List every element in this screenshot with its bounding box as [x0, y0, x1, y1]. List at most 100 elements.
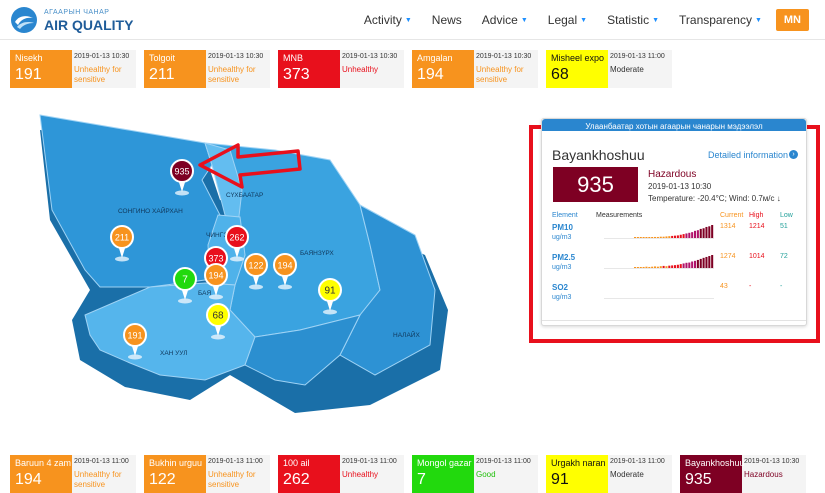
high-value: 1014	[749, 253, 765, 260]
station-card[interactable]: Bukhin urguu 122 2019-01-13 11:00 Unhealthy…	[144, 455, 270, 493]
element-name[interactable]: SO2	[552, 283, 569, 292]
map-marker[interactable]: 194	[273, 253, 297, 290]
sparkline-bar	[662, 265, 665, 268]
measurement-time: 2019-01-13 10:30	[648, 182, 712, 191]
map-markers: 935 211 262 373 122 194 194 7 91 68 191	[110, 159, 342, 360]
station-card[interactable]: Misheel expo 68 2019-01-13 11:00 Moderate	[546, 50, 672, 88]
map-marker[interactable]: 68	[206, 303, 230, 340]
col-high: High	[749, 212, 764, 219]
station-card-status: Good	[476, 470, 496, 479]
station-aqi-box: Bayankhoshuu 935	[680, 455, 745, 493]
sparkline-bar	[659, 236, 662, 238]
map-marker[interactable]: 91	[318, 278, 342, 315]
map-marker-value: 373	[208, 254, 223, 264]
weather-text: Temperature: -20.4°C; Wind: 0.7м/с	[648, 194, 775, 203]
sparkline-bar	[685, 262, 688, 268]
nav-statistic[interactable]: Statistic ▼	[607, 13, 659, 27]
sparkline-bar	[665, 236, 668, 238]
station-card-status: Unhealthy for sensitive	[208, 65, 256, 84]
station-card-name: Misheel expo	[551, 53, 605, 63]
station-aqi-box: Tolgoit 211	[144, 50, 206, 88]
district-label: НАЛАЙХ	[393, 330, 420, 339]
element-name[interactable]: PM10	[552, 223, 573, 232]
station-card[interactable]: MNB 373 2019-01-13 10:30 Unhealthy	[278, 50, 404, 88]
sparkline-bar	[668, 265, 671, 268]
sparkline-bar	[639, 267, 642, 268]
station-card[interactable]: Amgalan 194 2019-01-13 10:30 Unhealthy for …	[412, 50, 538, 88]
map-marker[interactable]: 935	[170, 159, 194, 196]
station-card[interactable]: Baruun 4 zam 194 2019-01-13 11:00 Unhealthy…	[10, 455, 136, 493]
nav-advice[interactable]: Advice ▼	[482, 13, 528, 27]
station-card[interactable]: Nisekh 191 2019-01-13 10:30 Unhealthy for s…	[10, 50, 136, 88]
sparkline-bar	[642, 266, 645, 268]
station-card-time: 2019-01-13 10:30	[342, 53, 398, 60]
map-marker-value: 262	[229, 233, 244, 243]
station-card-time: 2019-01-13 10:30	[208, 53, 264, 60]
brand-logo[interactable]: АГААРЫН ЧАНАР AIR QUALITY	[10, 6, 133, 34]
language-toggle-button[interactable]: MN	[775, 9, 809, 31]
map-marker[interactable]: 122	[244, 253, 268, 290]
nav-transparency[interactable]: Transparency ▼	[679, 13, 762, 27]
station-card-name: 100 ail	[283, 458, 310, 468]
chevron-down-icon: ▼	[754, 16, 762, 24]
station-card-time: 2019-01-13 10:30	[74, 53, 130, 60]
detailed-information-link[interactable]: Detailed information	[707, 150, 788, 160]
station-card-aqi: 7	[417, 471, 426, 488]
district-map: СОНГИНО ХАЙРХАН СҮХБААТАР ЧИНГЭ БАЯНЗҮРХ…	[39, 114, 448, 413]
station-aqi-box: MNB 373	[278, 50, 340, 88]
station-card[interactable]: Bayankhoshuu 935 2019-01-13 10:30 Hazardous	[680, 455, 806, 493]
col-element: Element	[552, 212, 578, 219]
sparkline-bar	[682, 234, 685, 238]
sparkline-bar	[711, 225, 714, 238]
brand-subtitle: АГААРЫН ЧАНАР	[44, 8, 110, 16]
sparkline-bar	[696, 230, 699, 238]
station-card-aqi: 122	[149, 471, 176, 488]
aqi-status: Hazardous	[648, 169, 697, 180]
district-label: СҮХБААТАР	[226, 192, 263, 199]
map-marker[interactable]: 194	[204, 263, 228, 300]
sparkline-bar	[691, 261, 694, 268]
sparkline-bar	[691, 232, 694, 238]
station-card-aqi: 194	[417, 66, 444, 83]
sparkline-bar	[636, 237, 639, 238]
station-card-status: Hazardous	[744, 470, 783, 479]
station-card-aqi: 91	[551, 471, 569, 488]
chevron-right-icon[interactable]: ›	[789, 150, 798, 159]
station-card-time: 2019-01-13 11:00	[208, 458, 263, 465]
col-current: Current	[720, 212, 744, 219]
element-name[interactable]: PM2.5	[552, 253, 576, 262]
panel-header-text: Улаанбаатар хотын агаарын чанарын мэдээл…	[585, 122, 763, 131]
nav-statistic-label: Statistic	[607, 13, 650, 27]
station-card-status: Moderate	[610, 470, 644, 479]
sparkline-bar	[648, 237, 651, 238]
station-card-status: Unhealthy for sensitive	[74, 470, 122, 489]
nav-activity[interactable]: Activity ▼	[364, 13, 412, 27]
district-label: СОНГИНО ХАЙРХАН	[118, 206, 183, 215]
map-marker[interactable]: 191	[123, 323, 147, 360]
station-aqi-box: Misheel expo 68	[546, 50, 608, 88]
station-card-aqi: 935	[685, 471, 712, 488]
map-marker[interactable]: 7	[173, 267, 197, 304]
callout-arrow-icon	[198, 143, 302, 189]
sparkline-bar	[648, 266, 651, 268]
sparkline-bar	[651, 237, 654, 238]
nav-news[interactable]: News	[432, 13, 462, 27]
station-card[interactable]: Tolgoit 211 2019-01-13 10:30 Unhealthy for …	[144, 50, 270, 88]
station-card-name: Bukhin urguu	[149, 458, 203, 468]
station-card-status: Unhealthy	[342, 65, 379, 74]
nav-advice-label: Advice	[481, 13, 518, 27]
chevron-down-icon: ▼	[580, 16, 588, 24]
station-card[interactable]: 100 ail 262 2019-01-13 11:00 Unhealthy	[278, 455, 404, 493]
map-marker[interactable]: 211	[110, 225, 134, 262]
map-marker[interactable]: 262	[225, 225, 249, 262]
sparkline-bar	[688, 232, 691, 238]
wind-arrow-icon: ↓	[776, 194, 781, 203]
station-card-name: Urgakh naran	[551, 458, 606, 468]
station-card[interactable]: Urgakh naran 91 2019-01-13 11:00 Moderate	[546, 455, 672, 493]
sparkline-chart	[604, 255, 714, 269]
map-marker-value: 91	[324, 286, 336, 297]
station-card-name: Bayankhoshuu	[685, 458, 745, 468]
station-card[interactable]: Mongol gazar 7 2019-01-13 11:00 Good	[412, 455, 538, 493]
nav-legal[interactable]: Legal ▼	[548, 13, 587, 27]
